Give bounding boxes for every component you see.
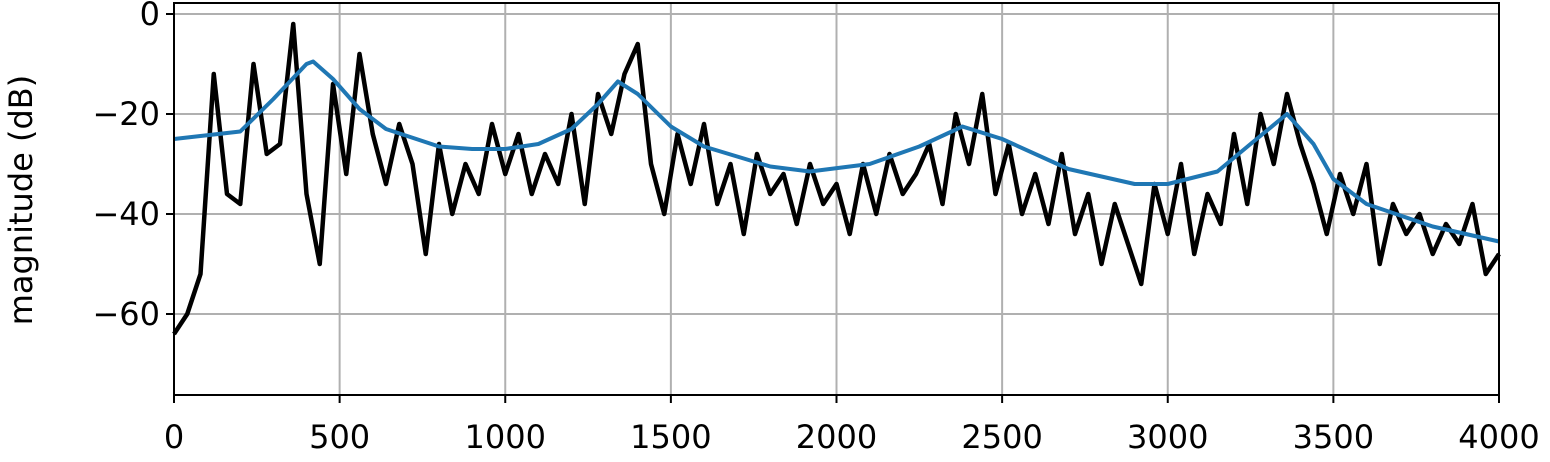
x-tick-label: 1000 [465, 418, 546, 456]
line [172, 21, 1501, 336]
y-axis-label: magnitude (dB) [2, 75, 40, 326]
x-tick-label: 2000 [796, 418, 877, 456]
x-tick-label: 2500 [961, 418, 1042, 456]
x-tick-label: 4000 [1458, 418, 1539, 456]
x-tick-label: 3000 [1127, 418, 1208, 456]
x-tick-label: 1500 [630, 418, 711, 456]
y-tick-label: 0 [140, 0, 160, 33]
y-tick-label: −40 [92, 195, 160, 233]
x-tick-label: 500 [309, 418, 370, 456]
plot-frame [173, 2, 1500, 396]
x-tick-label: 0 [164, 418, 184, 456]
x-tick-label: 3500 [1293, 418, 1374, 456]
y-tick-label: −20 [92, 95, 160, 133]
y-tick-label: −60 [92, 295, 160, 333]
line [173, 59, 1500, 244]
